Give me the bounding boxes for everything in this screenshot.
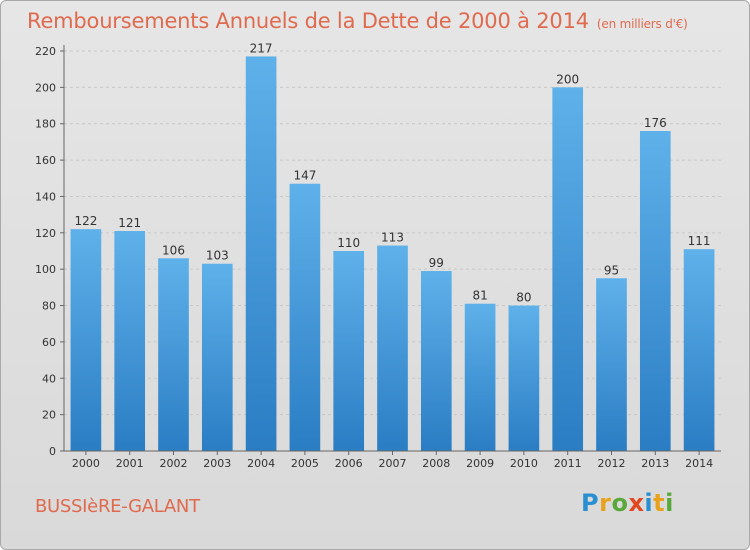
proxiti-logo: Proxiti [581,489,674,517]
logo-letter: i [665,489,674,517]
value-label: 122 [74,214,97,228]
logo-letter: o [611,489,629,517]
bar-2013 [639,131,671,451]
x-tick-label: 2005 [291,457,319,470]
x-tick-label: 2014 [685,457,713,470]
value-label: 80 [516,291,531,305]
chart-title-unit: (en milliers d'€) [596,17,688,31]
value-label: 147 [293,169,316,183]
value-label: 103 [206,249,229,263]
bar-2010 [508,305,540,451]
y-tick-label: 100 [35,263,56,276]
x-axis: 2000 2001 2002 2003 2004 2005 2006 2007 2008 2009… [64,450,721,470]
value-label: 217 [250,41,273,55]
x-tick-label: 2002 [160,457,188,470]
x-tick-label: 2012 [598,457,626,470]
value-label: 200 [556,72,579,86]
y-tick-label: 80 [42,300,56,313]
value-label: 176 [644,116,667,130]
value-label: 99 [429,256,444,270]
x-tick-label: 2009 [466,457,494,470]
y-tick-label: 40 [42,372,56,385]
value-label: 113 [381,231,404,245]
y-tick-label: 160 [35,154,56,167]
commune-name: BUSSIèRE-GALANT [35,496,200,517]
chart-title: Remboursements Annuels de la Dette de 20… [27,9,688,33]
bars: 122 121 106 103 217 147 110 113 99 81 80 200 95 176 11… [70,41,715,452]
logo-letter: t [653,489,666,517]
bar-2012 [596,278,627,451]
bar-2000 [70,229,102,451]
logo-letter: P [581,489,600,517]
bar-2014 [683,249,715,451]
bar-2009 [464,303,496,451]
x-tick-label: 2006 [335,457,363,470]
bar-2005 [289,183,321,451]
value-label: 106 [162,243,185,257]
y-tick-label: 200 [35,81,56,94]
x-tick-label: 2010 [510,457,538,470]
bar-2004 [245,56,277,452]
y-tick-label: 140 [35,190,56,203]
bar-2006 [333,251,365,451]
value-label: 111 [688,234,711,248]
x-tick-label: 2001 [116,457,144,470]
y-tick-label: 0 [49,445,56,458]
value-label: 81 [472,289,487,303]
x-tick-label: 2004 [247,457,275,470]
y-axis: 0 20 40 60 80 100 120 140 160 180 200 220 [35,45,65,458]
bar-2007 [377,245,408,451]
logo-letter: x [628,489,645,517]
value-label: 95 [604,263,619,277]
bar-2002 [158,258,189,451]
bar-2003 [201,263,233,451]
x-tick-label: 2000 [72,457,100,470]
logo-letter: i [644,489,654,517]
y-tick-label: 20 [42,409,56,422]
x-tick-label: 2013 [641,457,669,470]
chart-title-main: Remboursements Annuels de la Dette de 20… [27,9,589,33]
y-tick-label: 60 [42,336,56,349]
bar-2008 [420,271,452,451]
y-tick-label: 120 [35,227,56,240]
bar-2001 [114,231,146,451]
bar-2011 [552,87,584,451]
x-tick-label: 2008 [422,457,450,470]
x-tick-label: 2007 [379,457,407,470]
x-tick-label: 2003 [203,457,231,470]
x-tick-label: 2011 [554,457,582,470]
y-tick-label: 220 [35,45,56,58]
value-label: 110 [337,236,360,250]
logo-letter: r [599,489,612,517]
value-label: 121 [118,216,141,230]
y-tick-label: 180 [35,118,56,131]
